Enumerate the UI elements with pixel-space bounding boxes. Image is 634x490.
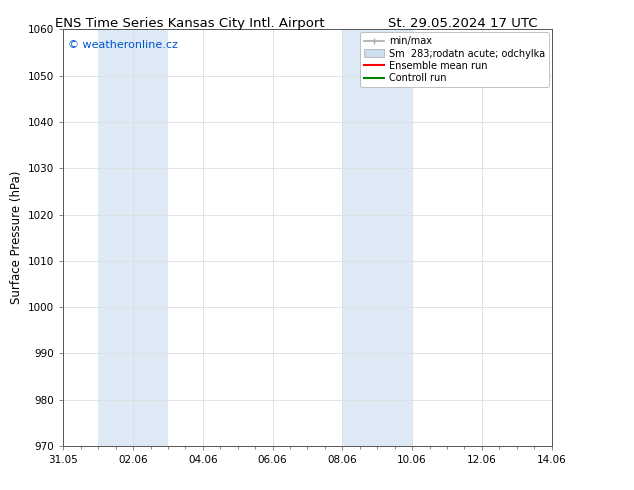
Text: © weatheronline.cz: © weatheronline.cz bbox=[68, 40, 178, 50]
Text: St. 29.05.2024 17 UTC: St. 29.05.2024 17 UTC bbox=[388, 17, 538, 30]
Text: ENS Time Series Kansas City Intl. Airport: ENS Time Series Kansas City Intl. Airpor… bbox=[55, 17, 325, 30]
Bar bbox=[98, 29, 168, 446]
Y-axis label: Surface Pressure (hPa): Surface Pressure (hPa) bbox=[10, 171, 23, 304]
Bar bbox=[342, 29, 412, 446]
Legend: min/max, Sm  283;rodatn acute; odchylka, Ensemble mean run, Controll run: min/max, Sm 283;rodatn acute; odchylka, … bbox=[361, 32, 548, 87]
